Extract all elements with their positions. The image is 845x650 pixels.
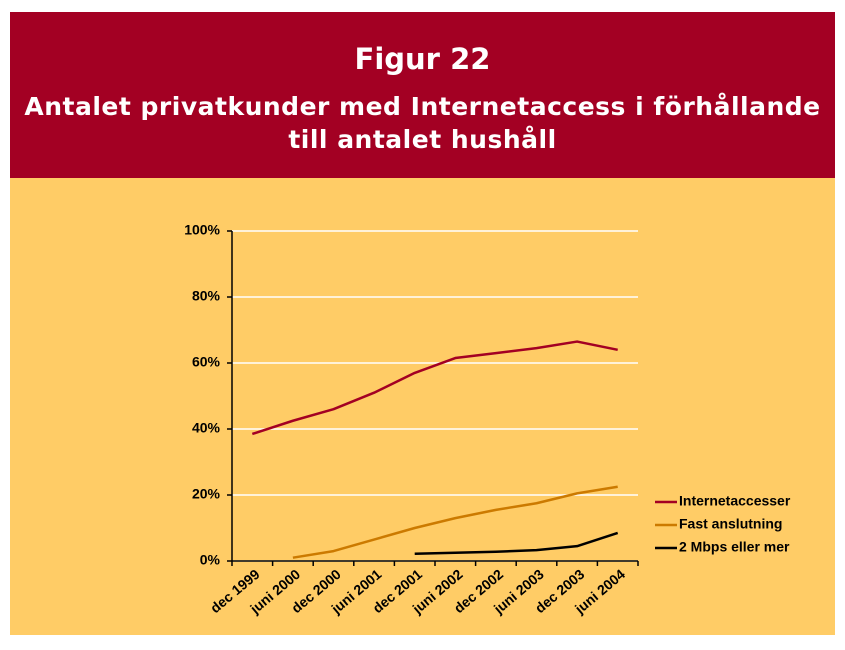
legend-label: Internetaccesser (679, 493, 791, 509)
chart-panel (10, 178, 835, 635)
line (251, 340, 618, 436)
chart-subtitle: Antalet privatkunder med Internetaccess … (24, 92, 821, 154)
y-tick-label: 40% (192, 420, 221, 436)
y-tick-label: 100% (184, 222, 220, 238)
header: Figur 22 Antalet privatkunder med Intern… (10, 12, 835, 178)
y-tick-label: 80% (192, 288, 221, 304)
y-tick-label: 0% (200, 552, 221, 568)
line (414, 531, 619, 555)
legend-label: Fast anslutning (679, 516, 782, 532)
legend-label: 2 Mbps eller mer (679, 539, 790, 555)
y-tick-label: 60% (192, 354, 221, 370)
y-tick-label: 20% (192, 486, 221, 502)
line (292, 485, 618, 559)
chart-title: Figur 22 (354, 42, 491, 76)
